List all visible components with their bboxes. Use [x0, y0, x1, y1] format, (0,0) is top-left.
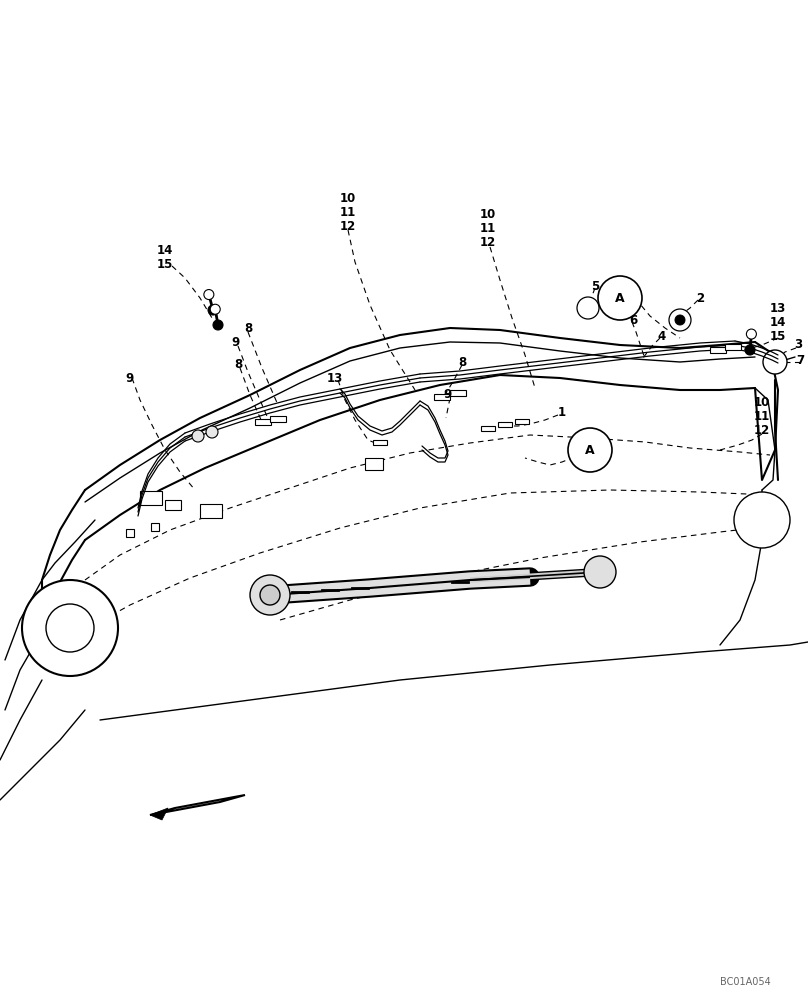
Circle shape [675, 315, 685, 325]
Bar [373, 440, 387, 444]
Bar [515, 418, 529, 424]
Circle shape [577, 297, 599, 319]
Circle shape [206, 426, 218, 438]
Circle shape [22, 580, 118, 676]
Circle shape [46, 604, 94, 652]
Text: 3: 3 [794, 338, 802, 352]
Bar [140, 491, 162, 505]
Text: 9: 9 [126, 371, 134, 384]
Text: 10: 10 [480, 209, 496, 222]
Bar [710, 347, 726, 353]
Circle shape [260, 585, 280, 605]
Bar [481, 426, 495, 430]
Circle shape [192, 430, 204, 442]
Text: 6: 6 [629, 314, 638, 326]
Text: 14: 14 [770, 316, 786, 328]
Circle shape [213, 320, 223, 330]
Bar [165, 500, 181, 510]
Text: 4: 4 [658, 330, 666, 342]
Bar [725, 344, 741, 350]
Bar [255, 419, 271, 425]
Text: 1: 1 [558, 406, 566, 418]
Circle shape [763, 350, 787, 374]
Text: 8: 8 [244, 322, 252, 334]
Text: A: A [615, 292, 625, 304]
Text: 12: 12 [340, 220, 356, 232]
Circle shape [745, 345, 755, 355]
Text: 11: 11 [480, 223, 496, 235]
Text: 13: 13 [770, 302, 786, 314]
Circle shape [568, 428, 612, 472]
Circle shape [734, 492, 790, 548]
Text: 11: 11 [340, 206, 356, 219]
Text: 9: 9 [444, 388, 452, 401]
Bar [365, 458, 383, 470]
Circle shape [747, 329, 756, 339]
Text: 14: 14 [157, 243, 173, 256]
Circle shape [210, 304, 221, 314]
Text: 10: 10 [340, 192, 356, 205]
Text: 7: 7 [796, 354, 804, 366]
Circle shape [598, 276, 642, 320]
Text: 10: 10 [754, 395, 770, 408]
Text: 8: 8 [234, 359, 242, 371]
Circle shape [208, 305, 218, 315]
Text: 5: 5 [591, 279, 599, 292]
Circle shape [669, 309, 691, 331]
Circle shape [250, 575, 290, 615]
Bar [126, 529, 134, 537]
Bar [270, 416, 286, 422]
Bar [434, 394, 450, 400]
Bar [200, 504, 222, 518]
Text: 9: 9 [231, 336, 239, 350]
Circle shape [204, 290, 214, 300]
Text: 12: 12 [754, 424, 770, 436]
Polygon shape [150, 795, 245, 815]
Text: 15: 15 [157, 257, 173, 270]
Text: 13: 13 [327, 371, 343, 384]
Text: 2: 2 [696, 292, 704, 304]
Text: 15: 15 [770, 330, 786, 342]
Bar [498, 422, 512, 426]
Text: A: A [585, 444, 595, 456]
Circle shape [584, 556, 616, 588]
Bar [450, 390, 466, 396]
Text: 11: 11 [754, 410, 770, 422]
Polygon shape [150, 808, 168, 820]
Bar [151, 523, 159, 531]
Text: BC01A054: BC01A054 [720, 977, 770, 987]
Text: 8: 8 [458, 356, 466, 368]
Text: 12: 12 [480, 236, 496, 249]
